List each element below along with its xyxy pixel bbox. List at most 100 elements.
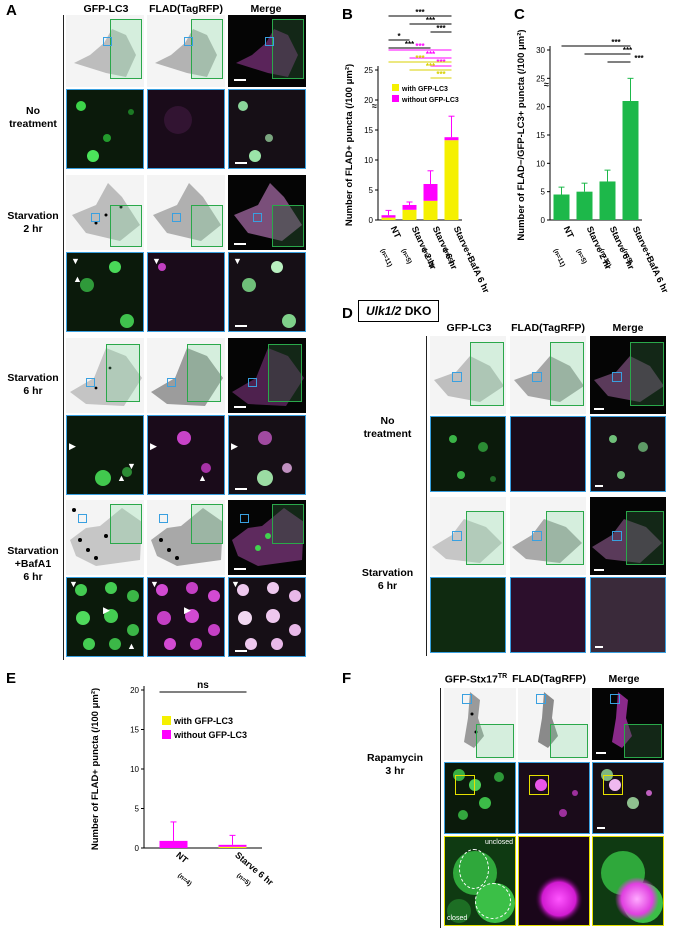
arrowhead-icon: ▲ xyxy=(117,473,126,483)
f-gfp-overview xyxy=(444,688,516,760)
arrowhead-icon: ▶ xyxy=(103,605,110,615)
significance-label: *** xyxy=(436,24,446,33)
n-label: (n=4) xyxy=(176,872,193,887)
bar xyxy=(218,844,247,847)
bar xyxy=(423,184,438,201)
y-axis-label: Number of FLAD+ puncta (/100 μm²) xyxy=(344,64,355,226)
arrowhead-icon: ▼ xyxy=(127,461,136,471)
legend-label-without: without GFP-LC3 xyxy=(401,97,459,104)
bar xyxy=(381,215,396,218)
panel-label-a: A xyxy=(6,2,17,19)
d-r1-gfp-overview xyxy=(430,336,506,414)
a-row-divider xyxy=(63,15,64,660)
d-r2-gfp-overview xyxy=(430,497,506,575)
arrowhead-icon: ▶ xyxy=(184,605,191,615)
a-r3-merge-overview xyxy=(228,338,306,413)
y-tick-label: 15 xyxy=(364,126,373,135)
significance-label: *** xyxy=(436,70,446,79)
d-r2-merge-zoom xyxy=(590,577,666,653)
d-r2-gfp-zoom xyxy=(430,577,506,653)
panel-label-e: E xyxy=(6,670,17,687)
chart-b: 0 5 10 15 20 25 ≈ Number of FLAD+ puncta (/100 … xyxy=(344,8,492,295)
significance-label: * xyxy=(397,32,401,41)
a-r3-gfp-zoom: ▶ ▲ ▼ xyxy=(66,415,144,495)
axis-break-icon: ≈ xyxy=(372,101,377,111)
arrowhead-icon: ▼ xyxy=(69,579,78,589)
x-tick-label: NT xyxy=(174,850,190,866)
legend-label-without: without GFP-LC3 xyxy=(173,730,247,740)
a-r3-merge-zoom: ▶ xyxy=(228,415,306,495)
legend-swatch-with xyxy=(162,716,171,725)
a-row3-label: Starvation 6 hr xyxy=(7,372,59,397)
y-tick-label: 20 xyxy=(130,686,139,695)
a-r1-flad-zoom xyxy=(147,89,225,169)
arrowhead-icon: ▼ xyxy=(71,256,80,266)
d-r2-flad-overview xyxy=(510,497,586,575)
f-row-divider xyxy=(440,688,441,928)
f-unclosed-label: unclosed xyxy=(485,839,514,846)
n-label: (n=11) xyxy=(379,248,393,268)
d-ulk-dko-header: Ulk1/2 DKO xyxy=(358,300,440,322)
legend-swatch-with xyxy=(392,84,399,91)
y-tick-label: 20 xyxy=(364,96,373,105)
bar xyxy=(402,205,417,210)
d-r1-gfp-zoom xyxy=(430,416,506,492)
a-r1-merge-overview xyxy=(228,15,306,87)
d-row1-label: No treatment xyxy=(363,415,412,440)
panel-label-d: D xyxy=(342,305,353,322)
f-col-flad: FLAD(TagRFP) xyxy=(512,673,586,685)
y-tick-label: 10 xyxy=(536,159,545,168)
arrowhead-icon: ▲ xyxy=(73,274,82,284)
bar xyxy=(381,217,396,220)
y-tick-label: 5 xyxy=(135,805,140,814)
f-closed-label: closed xyxy=(447,915,468,922)
significance-label: *** xyxy=(426,50,436,59)
d-row2-label: Starvation 6 hr xyxy=(361,567,414,592)
a-row2-label: Starvation 2 hr xyxy=(7,210,59,235)
a-r1-gfp-overview xyxy=(66,15,144,87)
f-merge-overview xyxy=(592,688,664,760)
d-r1-flad-overview xyxy=(510,336,586,414)
significance-label: *** xyxy=(634,54,644,63)
a-col-gfp-lc3: GFP-LC3 xyxy=(83,3,129,15)
a-r1-gfp-zoom xyxy=(66,89,144,169)
significance-label: *** xyxy=(623,46,633,55)
bar xyxy=(599,181,616,220)
n-label: (n=5) xyxy=(575,248,588,265)
bar xyxy=(218,846,247,848)
d-col-gfp-lc3: GFP-LC3 xyxy=(446,322,492,334)
arrowhead-icon: ▶ xyxy=(231,441,238,451)
n-label: (n=11) xyxy=(552,248,566,268)
f-row-label: Rapamycin 3 hr xyxy=(366,752,424,777)
legend-swatch-without xyxy=(162,730,171,739)
significance-label: *** xyxy=(415,54,425,63)
f-gfp-zoom xyxy=(444,762,516,834)
panel-label-b: B xyxy=(342,6,353,23)
y-tick-label: 10 xyxy=(364,156,373,165)
d-r1-merge-zoom xyxy=(590,416,666,492)
a-r2-gfp-zoom: ▼ ▲ xyxy=(66,252,144,332)
d-r1-merge-overview xyxy=(590,336,666,414)
panel-label-f: F xyxy=(342,670,352,687)
bar xyxy=(553,194,570,220)
d-r2-merge-overview xyxy=(590,497,666,575)
y-tick-label: 25 xyxy=(536,74,545,83)
bar xyxy=(159,840,188,848)
legend-swatch-without xyxy=(392,95,399,102)
a-r4-merge-zoom: ▼ xyxy=(228,577,306,657)
a-r2-merge-zoom: ▼ xyxy=(228,252,306,332)
y-tick-label: 5 xyxy=(369,186,374,195)
arrowhead-icon: ▲ xyxy=(198,473,207,483)
a-r1-merge-zoom xyxy=(228,89,306,169)
y-tick-label: 0 xyxy=(541,216,546,225)
a-r2-flad-overview xyxy=(147,175,225,250)
d-col-flad: FLAD(TagRFP) xyxy=(511,322,585,334)
a-r4-gfp-zoom: ▼ ▶ ▲ xyxy=(66,577,144,657)
significance-label: *** xyxy=(405,40,415,49)
x-tick-label: Starve+BafA 6 hr xyxy=(452,225,492,295)
d-col-merge: Merge xyxy=(612,322,644,334)
a-col-flad: FLAD(TagRFP) xyxy=(149,3,223,15)
x-tick-label: NT xyxy=(389,225,403,241)
significance-label: *** xyxy=(426,16,436,25)
significance-label: *** xyxy=(426,62,436,71)
